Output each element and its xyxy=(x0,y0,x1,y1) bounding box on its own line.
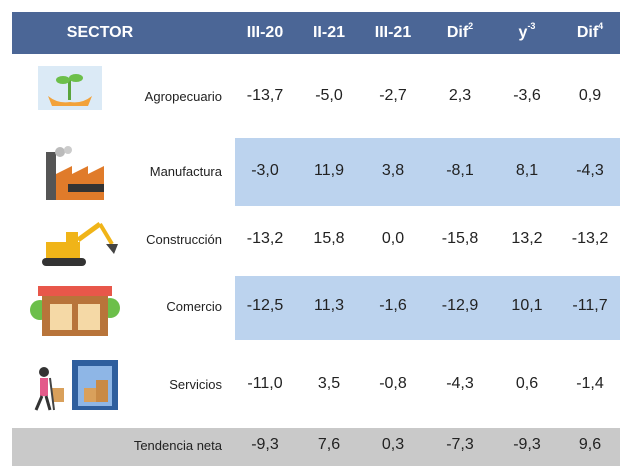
value-cell: -13,7 xyxy=(246,87,284,104)
value-cell: 0,0 xyxy=(381,230,405,247)
value-cell: -3,6 xyxy=(513,87,541,104)
value-cell: -8,1 xyxy=(446,162,474,179)
header-cell: III-20 xyxy=(233,12,297,54)
value-cell: -13,2 xyxy=(246,230,284,247)
header-text: II-21 xyxy=(312,24,345,41)
header-text: Dif xyxy=(446,24,469,41)
header-cell: Dif2 xyxy=(428,12,492,54)
header-cell: Dif4 xyxy=(558,12,622,54)
value-cell: 15,8 xyxy=(313,230,345,247)
value-cell: 3,5 xyxy=(317,375,341,392)
value-cell: 0,6 xyxy=(515,375,539,392)
sector-label: Tendencia neta xyxy=(133,438,222,453)
value-cell: 11,3 xyxy=(314,297,344,314)
agro-icon xyxy=(38,66,102,110)
value-cell: -11,7 xyxy=(572,297,608,314)
sector-label: Servicios xyxy=(169,377,222,392)
header-text: III-21 xyxy=(374,24,412,41)
value-cell: 3,8 xyxy=(381,162,405,179)
header-cell: y-3 xyxy=(495,12,559,54)
value-cell: -1,4 xyxy=(576,375,604,392)
value-cell: -12,9 xyxy=(441,297,479,314)
header-cell: II-21 xyxy=(297,12,361,54)
header-text: Dif xyxy=(576,24,599,41)
value-cell: -4,3 xyxy=(446,375,474,392)
total-row-background xyxy=(12,428,620,466)
value-cell: 8,1 xyxy=(515,162,539,179)
value-cell: 7,6 xyxy=(317,436,341,453)
header-cell: SECTOR xyxy=(40,12,160,54)
excavator-icon xyxy=(42,221,118,266)
value-cell: -13,2 xyxy=(571,230,609,247)
value-cell: -0,8 xyxy=(379,375,407,392)
factory-icon xyxy=(46,146,104,200)
value-cell: 13,2 xyxy=(511,230,543,247)
header-text: III-20 xyxy=(246,24,284,41)
value-cell: -2,7 xyxy=(379,87,407,104)
header-text: SECTOR xyxy=(66,24,134,41)
value-cell: -5,0 xyxy=(315,87,343,104)
value-cell: -1,6 xyxy=(379,297,407,314)
value-cell: 10,1 xyxy=(511,297,543,314)
value-cell: -12,5 xyxy=(246,297,284,314)
header-superscript: 4 xyxy=(598,21,604,31)
header-cell: III-21 xyxy=(361,12,425,54)
value-cell: -4,3 xyxy=(576,162,604,179)
value-cell: -9,3 xyxy=(251,436,279,453)
value-cell: 2,3 xyxy=(448,87,472,104)
value-cell: 9,6 xyxy=(578,436,602,453)
row-highlight xyxy=(235,138,620,206)
value-cell: -15,8 xyxy=(441,230,479,247)
row-highlight xyxy=(235,276,620,340)
header-superscript: 2 xyxy=(468,21,474,31)
sector-label: Manufactura xyxy=(149,164,222,179)
sector-label: Comercio xyxy=(166,299,222,314)
value-cell: -3,0 xyxy=(251,162,279,179)
shop-icon xyxy=(30,286,120,336)
value-cell: 11,9 xyxy=(314,162,344,179)
header-superscript: -3 xyxy=(527,21,536,31)
value-cell: 0,9 xyxy=(578,87,602,104)
value-cell: -11,0 xyxy=(247,375,283,392)
header-bar xyxy=(12,12,620,54)
value-cell: -7,3 xyxy=(446,436,474,453)
sector-label: Construcción xyxy=(146,232,222,247)
sector-label: Agropecuario xyxy=(144,89,222,104)
value-cell: -9,3 xyxy=(513,436,541,453)
delivery-icon xyxy=(34,360,118,411)
header-text: y xyxy=(518,24,528,41)
value-cell: 0,3 xyxy=(381,436,405,453)
